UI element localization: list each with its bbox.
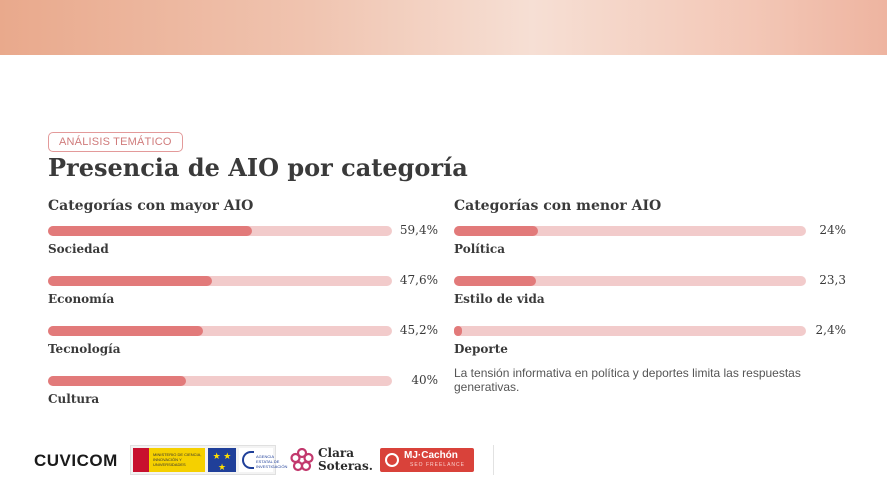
- bar-row: 23,3 Estilo de vida: [454, 273, 846, 316]
- bar-value-label: 40%: [411, 373, 438, 387]
- bar-row: 2,4% Deporte: [454, 323, 847, 366]
- bar-category-label: Política: [454, 242, 506, 256]
- footer-divider: [493, 445, 494, 475]
- bar-fill: [48, 226, 253, 236]
- page-title: Presencia de AIO por categoría: [48, 153, 468, 182]
- bar-track: [48, 326, 392, 336]
- bar-track: [454, 276, 806, 286]
- mj-cachon-logo: MJ·Cachón SEO FREELANCE: [380, 448, 474, 472]
- bar-category-label: Sociedad: [48, 242, 109, 256]
- ministerio-text: MINISTERIO DE CIENCIA, INNOVACIÓN Y UNIV…: [153, 452, 202, 467]
- spain-flag-icon: MINISTERIO DE CIENCIA, INNOVACIÓN Y UNIV…: [133, 448, 205, 472]
- bar-track: [48, 276, 392, 286]
- insight-note: La tensión informativa en política y dep…: [454, 366, 801, 394]
- bar-category-label: Deporte: [454, 342, 508, 356]
- bar-row: 24% Política: [454, 223, 846, 266]
- eu-flag-icon: ★ ★ ★: [208, 448, 236, 472]
- bar-fill: [48, 376, 186, 386]
- bar-value-label: 59,4%: [399, 223, 438, 237]
- bar-value-label: 2,4%: [815, 323, 847, 337]
- bar-category-label: Tecnología: [48, 342, 121, 356]
- mj-name: MJ·Cachón: [404, 450, 458, 461]
- bar-track: [48, 376, 392, 386]
- top-banner: [0, 0, 887, 55]
- bar-fill: [454, 226, 539, 236]
- bar-row: 40% Cultura: [48, 373, 438, 416]
- mj-icon: [385, 453, 399, 467]
- bar-fill: [48, 326, 204, 336]
- bar-fill: [48, 276, 212, 286]
- mj-sub: SEO FREELANCE: [410, 462, 465, 468]
- bar-row: 45,2% Tecnología: [48, 323, 438, 366]
- chart-bottom-categories: Categorías con menor AIO 24% Política 23,3…: [454, 196, 846, 356]
- aei-text: AGENCIA ESTATAL DE INVESTIGACIÓN: [256, 454, 288, 469]
- cuvicom-logo: CUVICOM: [34, 451, 118, 470]
- bar-row: 47,6% Economía: [48, 273, 438, 316]
- clara-soteras-logo: Clara Soteras.: [290, 445, 373, 475]
- flower-icon: [290, 448, 314, 472]
- clara-name-line1: Clara: [318, 446, 354, 460]
- bar-track: [454, 226, 806, 236]
- bar-track: [454, 326, 806, 336]
- bar-value-label: 24%: [819, 223, 846, 237]
- bar-value-label: 47,6%: [399, 273, 438, 287]
- bar-value-label: 23,3: [819, 273, 846, 287]
- bar-category-label: Economía: [48, 292, 115, 306]
- bar-track: [48, 226, 392, 236]
- aei-logo: AGENCIA ESTATAL DE INVESTIGACIÓN: [239, 448, 287, 472]
- bar-row: 59,4% Sociedad: [48, 223, 438, 266]
- footer-logos: CUVICOM MINISTERIO DE CIENCIA, INNOVACIÓ…: [0, 440, 887, 480]
- section-tag: ANÁLISIS TEMÁTICO: [48, 132, 183, 152]
- chart-top-categories: Categorías con mayor AIO 59,4% Sociedad 47…: [48, 196, 438, 406]
- clara-name-line2: Soteras.: [318, 459, 373, 473]
- bar-value-label: 45,2%: [399, 323, 438, 337]
- bar-fill: [454, 326, 463, 336]
- ministerio-logo: MINISTERIO DE CIENCIA, INNOVACIÓN Y UNIV…: [130, 445, 287, 475]
- bar-category-label: Estilo de vida: [454, 292, 545, 306]
- chart-title: Categorías con mayor AIO: [48, 198, 254, 214]
- chart-title: Categorías con menor AIO: [454, 198, 662, 214]
- bar-category-label: Cultura: [48, 392, 100, 406]
- bar-fill: [454, 276, 537, 286]
